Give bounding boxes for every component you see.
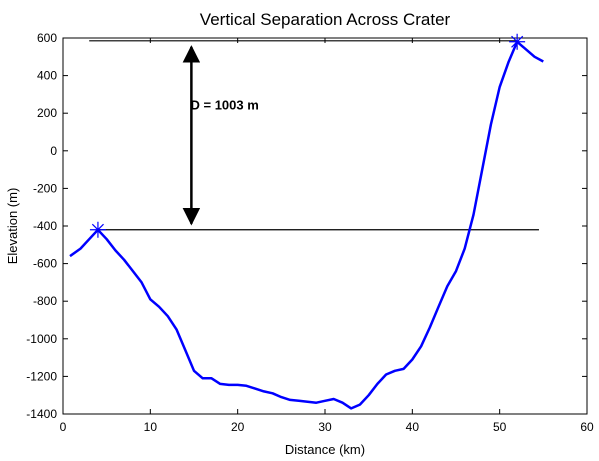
x-tick-label: 30	[318, 420, 332, 434]
star-marker	[89, 221, 106, 238]
y-tick-label: 400	[37, 69, 57, 83]
x-tick-label: 0	[60, 420, 67, 434]
x-tick-label: 50	[493, 420, 507, 434]
y-tick-label: -400	[33, 219, 57, 233]
y-tick-label: 600	[37, 31, 57, 45]
plot-area	[62, 37, 588, 415]
star-marker-stroke	[91, 223, 104, 236]
chart-title: Vertical Separation Across Crater	[200, 10, 451, 29]
y-tick-label: 200	[37, 106, 57, 120]
x-ticks: 0 10 20 30 40 50 60	[60, 38, 594, 434]
y-tick-label: -600	[33, 257, 57, 271]
y-tick-label: 0	[50, 144, 57, 158]
y-axis-label: Elevation (m)	[5, 188, 20, 265]
y-tick-label: -1000	[26, 332, 57, 346]
star-marker-stroke	[511, 35, 524, 48]
x-tick-label: 20	[231, 420, 245, 434]
separation-annotation: D = 1003 m	[191, 97, 259, 112]
x-tick-label: 40	[406, 420, 420, 434]
markers	[89, 33, 526, 238]
x-axis-label: Distance (km)	[285, 442, 365, 457]
star-marker	[509, 33, 526, 50]
reference-lines	[89, 40, 539, 231]
y-tick-label: -800	[33, 294, 57, 308]
y-tick-label: -1200	[26, 369, 57, 383]
y-ticks: -1400 -1200 -1000 -800 -600 -400 -200 0 200 400 60…	[26, 31, 587, 421]
y-tick-label: -200	[33, 181, 57, 195]
x-tick-label: 60	[580, 420, 594, 434]
x-tick-label: 10	[144, 420, 158, 434]
y-tick-label: -1400	[26, 407, 57, 421]
elevation-profile-line	[69, 40, 544, 410]
